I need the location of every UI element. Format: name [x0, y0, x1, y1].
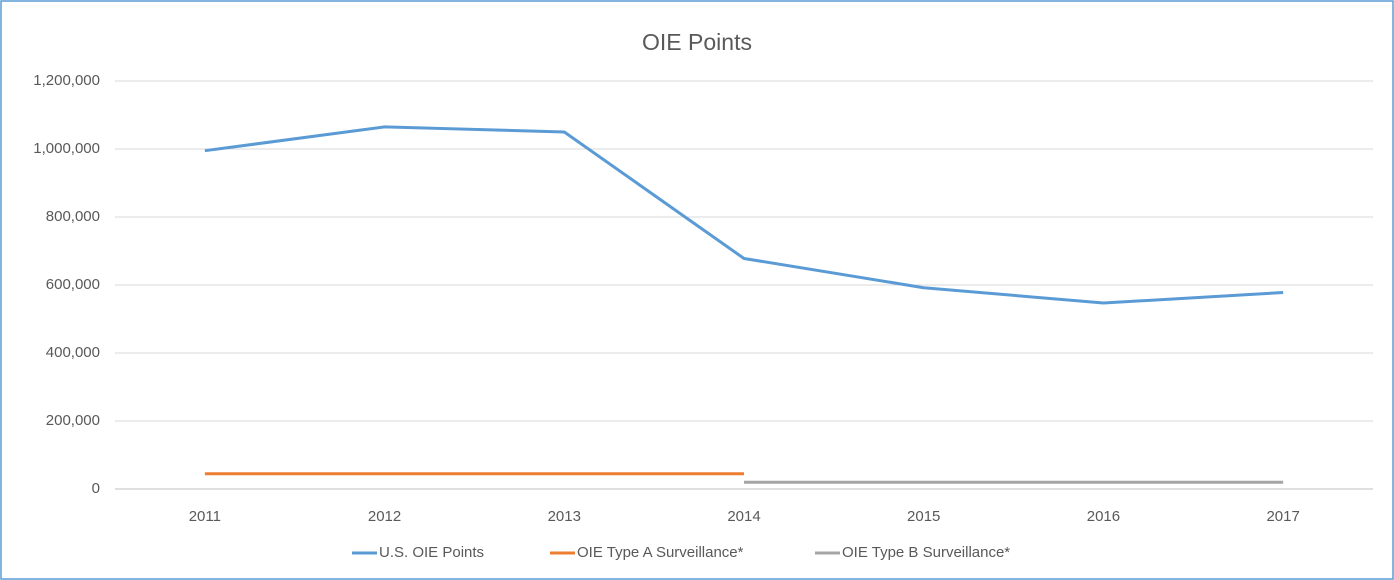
data-line	[204, 125, 1284, 305]
y-tick-label: 800,000	[46, 208, 100, 225]
x-tick-label: 2013	[548, 508, 581, 525]
y-tick-label: 200,000	[46, 412, 100, 429]
y-tick-label: 1,000,000	[33, 140, 100, 157]
y-tick-label: 600,000	[46, 276, 100, 293]
legend-label: OIE Type B Surveillance*	[842, 544, 1010, 561]
x-tick-label: 2012	[368, 508, 401, 525]
legend-label: U.S. OIE Points	[379, 544, 484, 561]
x-tick-label: 2017	[1266, 508, 1299, 525]
x-tick-label: 2016	[1087, 508, 1120, 525]
chart-title: OIE Points	[642, 29, 752, 55]
y-tick-label: 400,000	[46, 344, 100, 361]
y-tick-label: 0	[92, 480, 100, 497]
x-tick-label: 2011	[189, 508, 221, 525]
legend-label: OIE Type A Surveillance*	[577, 544, 744, 561]
x-tick-label: 2014	[727, 508, 760, 525]
x-tick-label: 2015	[907, 508, 940, 525]
y-tick-label: 1,200,000	[33, 72, 100, 89]
